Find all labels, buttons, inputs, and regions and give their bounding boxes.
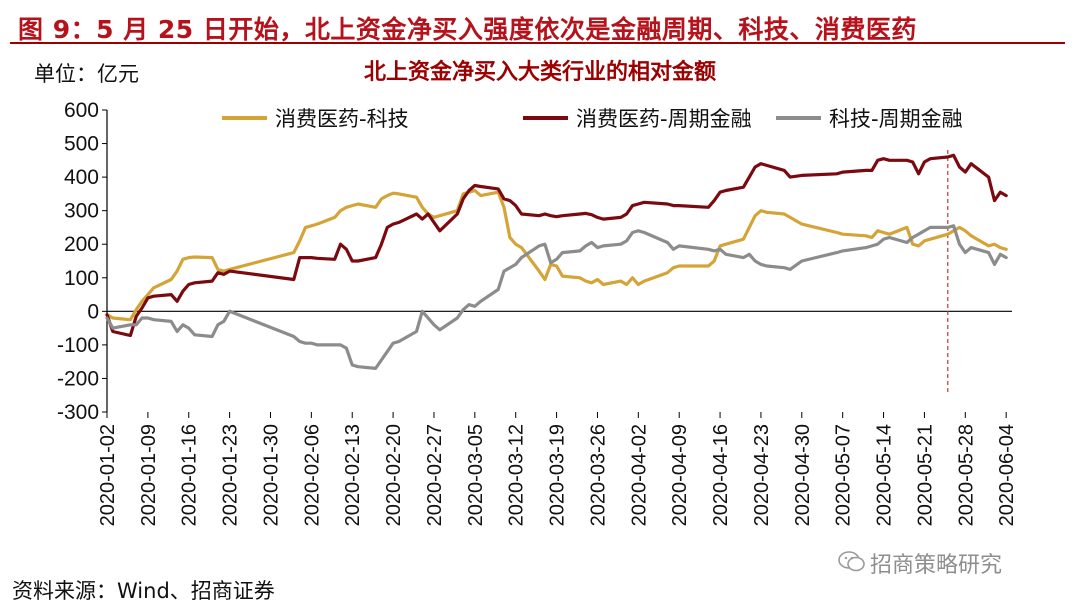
series-line-1: [105, 188, 1008, 322]
legend-label-1: 消费医药-科技: [275, 107, 409, 131]
y-tick-label: -200: [57, 367, 99, 390]
x-tick-label: 2020-03-26: [587, 424, 609, 526]
x-tick-label: 2020-02-20: [383, 424, 405, 526]
y-tick-label: 0: [87, 300, 99, 323]
y-tick-label: 400: [64, 166, 99, 189]
y-tick-label: 500: [64, 133, 99, 156]
x-tick-label: 2020-04-30: [792, 424, 814, 526]
watermark-text: 招商策略研究: [870, 553, 1003, 578]
x-tick-label: 2020-05-21: [914, 424, 936, 526]
series-line-2: [105, 153, 1008, 338]
wechat-icon: [838, 551, 865, 572]
y-tick-label: 300: [64, 200, 99, 223]
x-tick-label: 2020-05-07: [833, 424, 855, 526]
x-tick-label: 2020-04-16: [710, 424, 732, 526]
legend-label-3: 科技-周期金融: [829, 107, 963, 131]
x-tick-label: 2020-06-04: [996, 424, 1018, 526]
x-tick-label: 2020-02-06: [301, 424, 323, 526]
chart-title: 北上资金净买入大类行业的相对金额: [363, 60, 716, 85]
x-tick-label: 2020-01-30: [260, 424, 282, 526]
legend-label-2: 消费医药-周期金融: [576, 107, 752, 131]
x-tick-label: 2020-04-23: [751, 424, 773, 526]
y-tick-label: 200: [64, 233, 99, 256]
y-tick-label: 600: [64, 99, 99, 122]
x-tick-label: 2020-02-13: [342, 424, 364, 526]
figure-header: 图 9：5 月 25 日开始，北上资金净买入强度依次是金融周期、科技、消费医药: [10, 4, 1065, 44]
y-tick-label: -300: [57, 401, 99, 424]
series-line-3: [105, 224, 1008, 370]
y-tick-label: -100: [57, 334, 99, 357]
figure-title: 图 9：5 月 25 日开始，北上资金净买入强度依次是金融周期、科技、消费医药: [18, 15, 917, 44]
x-tick-label: 2020-01-02: [97, 424, 119, 526]
x-tick-label: 2020-05-28: [955, 424, 977, 526]
x-tick-label: 2020-05-14: [874, 424, 896, 526]
source-note: 资料来源：Wind、招商证券: [12, 579, 275, 603]
x-tick-label: 2020-03-19: [547, 424, 569, 526]
x-tick-label: 2020-03-12: [506, 424, 528, 526]
x-tick-label: 2020-02-27: [424, 424, 446, 526]
unit-label: 单位：亿元: [34, 62, 139, 86]
x-tick-label: 2020-01-16: [179, 424, 201, 526]
y-tick-label: 100: [64, 267, 99, 290]
x-tick-label: 2020-04-02: [628, 424, 650, 526]
x-tick-label: 2020-03-05: [465, 424, 487, 526]
x-tick-label: 2020-01-09: [138, 424, 160, 526]
x-tick-label: 2020-01-23: [220, 424, 242, 526]
x-tick-label: 2020-04-09: [669, 424, 691, 526]
